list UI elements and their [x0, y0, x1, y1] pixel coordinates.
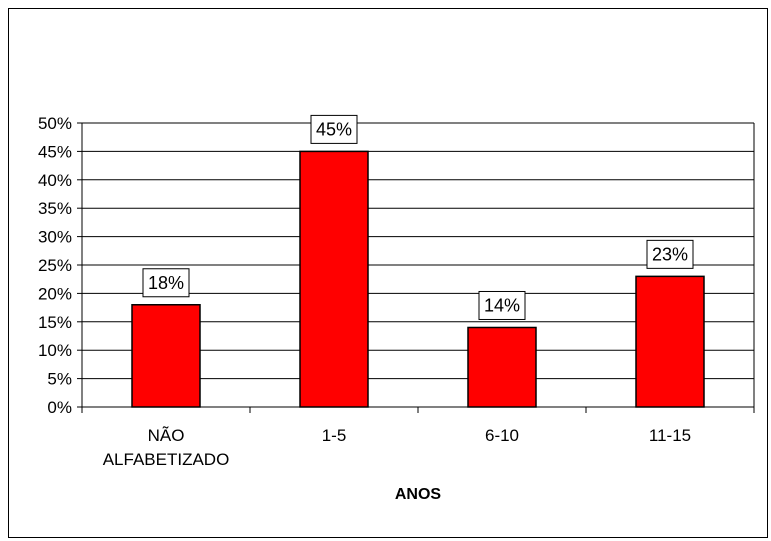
- y-tick-label: 0%: [47, 398, 72, 417]
- bar: [131, 304, 201, 408]
- data-label-box: [310, 114, 358, 144]
- x-axis: NÃO ALFABETIZADO 1-5 6-10 11-15: [81, 406, 755, 469]
- y-tick-label: 35%: [38, 199, 72, 218]
- data-labels: 18% 45% 14% 23%: [142, 114, 694, 320]
- bars: [131, 150, 705, 408]
- data-label-box: [142, 268, 190, 298]
- data-label: 18%: [148, 273, 184, 293]
- y-tick-label: 25%: [38, 256, 72, 275]
- x-tick-label: NÃO: [148, 426, 185, 445]
- y-tick-label: 45%: [38, 142, 72, 161]
- bar: [635, 275, 705, 408]
- x-tick-label: 6-10: [485, 426, 519, 445]
- x-tick-label: 11-15: [649, 426, 691, 445]
- data-label: 14%: [484, 295, 520, 315]
- y-tick-label: 30%: [38, 228, 72, 247]
- bar: [299, 150, 369, 408]
- chart-frame: [8, 8, 768, 538]
- y-tick-label: 15%: [38, 313, 72, 332]
- data-label: 23%: [652, 244, 688, 264]
- y-tick-label: 50%: [38, 114, 72, 133]
- y-tick-label: 40%: [38, 171, 72, 190]
- data-label-box: [646, 239, 694, 269]
- x-tick-label: ALFABETIZADO: [103, 450, 230, 469]
- data-label-box: [478, 290, 526, 320]
- x-tick-label: 1-5: [322, 426, 347, 445]
- y-tick-label: 10%: [38, 341, 72, 360]
- y-axis: 0% 5% 10% 15% 20% 25% 30% 35% 40% 45% 50%: [38, 114, 755, 417]
- y-tick-label: 20%: [38, 284, 72, 303]
- data-label: 45%: [316, 119, 352, 139]
- x-axis-title: ANOS: [395, 486, 442, 503]
- bar: [467, 326, 537, 408]
- y-tick-label: 5%: [47, 370, 72, 389]
